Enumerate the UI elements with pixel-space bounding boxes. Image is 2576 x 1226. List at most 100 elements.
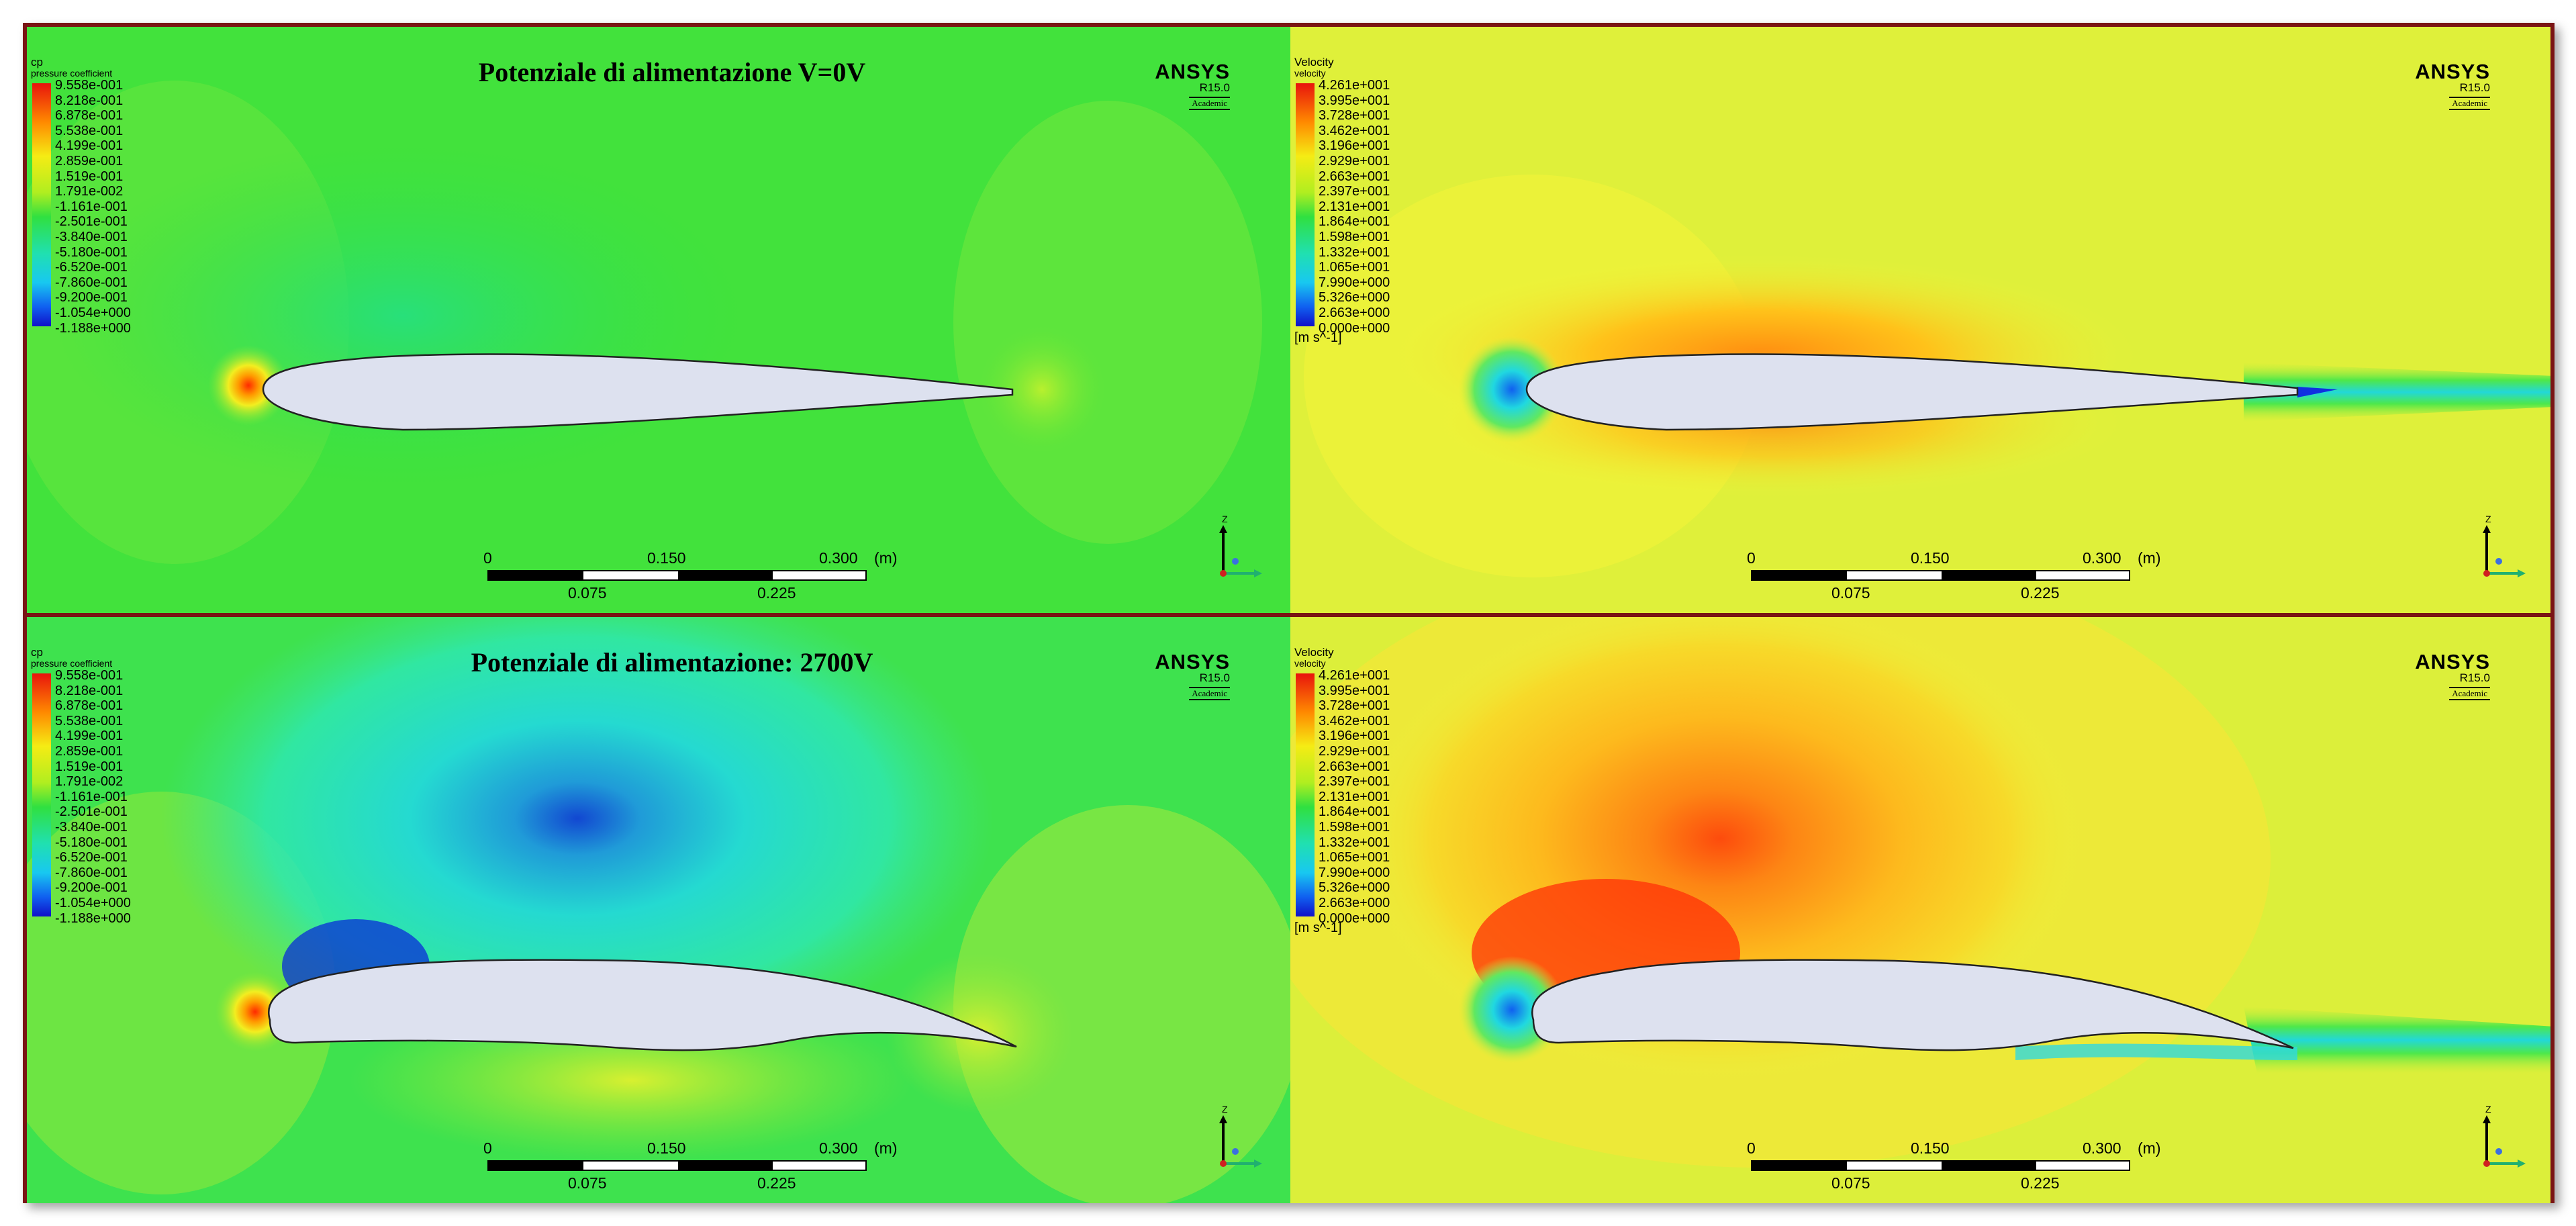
airfoil-shape [1531,959,2294,1051]
scale-bar: 0 0.150 0.300 (m) 0.075 0.225 [483,1139,898,1192]
legend-tick: -1.054e+000 [55,305,131,320]
scale-bar-ruler [487,1160,867,1171]
legend-tick: 1.332e+001 [1319,244,1390,260]
legend-tick: 1.864e+001 [1319,214,1390,230]
ansys-logo: ANSYS R15.0 Academic [1155,61,1230,110]
legend-tick: -9.200e-001 [55,290,128,305]
legend-tick: 5.538e-001 [55,713,124,728]
legend-color-bar [1296,83,1315,326]
scale-bar-ruler [1751,570,2130,581]
legend-subtitle: velocity [1294,68,1326,79]
scale-bar-ruler [487,570,867,581]
legend-tick: 1.864e+001 [1319,804,1390,820]
legend-tick: 4.199e-001 [55,728,124,744]
legend-title: Velocity [1294,646,1334,659]
legend-tick: 2.663e+000 [1319,895,1390,910]
scale-bar-ruler [1751,1160,2130,1171]
legend-tick: -7.860e-001 [55,275,128,290]
legend-tick: -3.840e-001 [55,229,128,244]
pressure-contour-field [27,27,1290,613]
legend-tick: 9.558e-001 [55,668,124,683]
legend-tick: 4.199e-001 [55,138,124,154]
legend-tick: -6.520e-001 [55,260,128,275]
legend-tick: -7.860e-001 [55,865,128,880]
velocity-contour-field [1290,27,2550,613]
legend-tick: 3.196e+001 [1319,138,1390,154]
scale-bar: 0 0.150 0.300 (m) 0.075 0.225 [1747,1139,2161,1192]
legend-tick: 6.878e-001 [55,698,124,714]
legend-tick: 3.462e+001 [1319,713,1390,728]
legend-color-bar [32,83,51,326]
legend-tick: -1.188e+000 [55,320,131,336]
legend-tick: 0.000e+000 [1319,910,1390,926]
legend-subtitle: pressure coefficient [31,658,113,669]
legend-title: cp [31,56,43,68]
svg-text:Z: Z [1222,514,1228,524]
legend-tick: 2.663e+000 [1319,305,1390,320]
panel-velocity-2700v: Velocity velocity 4.261e+001 3.995e+001 … [1290,617,2550,1203]
ansys-logo: ANSYS R15.0 Academic [1155,651,1230,700]
legend-tick: 1.598e+001 [1319,819,1390,835]
legend-title: Velocity [1294,56,1334,68]
legend-subtitle: velocity [1294,658,1326,669]
legend-tick: 2.397e+001 [1319,184,1390,199]
legend-tick: 2.397e+001 [1319,774,1390,790]
legend-tick: 3.196e+001 [1319,728,1390,744]
legend-tick: 8.218e-001 [55,93,124,108]
panel-divider [27,613,2550,617]
legend-tick: 5.326e+000 [1319,290,1390,305]
axis-triad-icon: Z [1219,514,1262,577]
legend-tick: -3.840e-001 [55,819,128,835]
legend-tick: 1.332e+001 [1319,835,1390,850]
legend-tick: 4.261e+001 [1319,668,1390,683]
legend-tick-labels: 4.261e+001 3.995e+001 3.728e+001 3.462e+… [1319,78,1390,336]
axis-triad-icon: Z [2483,514,2526,577]
legend-color-bar [32,673,51,916]
airfoil-shape [268,959,1017,1051]
legend-unit: [m s^-1] [1294,921,1342,935]
legend-tick: 3.728e+001 [1319,698,1390,714]
legend-tick: 5.326e+000 [1319,880,1390,896]
panel-velocity-0v: Velocity velocity 4.261e+001 3.995e+001 … [1290,27,2550,613]
figure-frame: Potenziale di alimentazione V=0V cp pres… [23,23,2555,1203]
legend-tick: 2.663e+001 [1319,169,1390,184]
color-legend: cp pressure coefficient 9.558e-001 8.218… [31,647,131,926]
legend-unit: [m s^-1] [1294,330,1342,345]
legend-tick: 6.878e-001 [55,108,124,124]
scale-bar: 0 0.150 0.300 (m) 0.075 0.225 [1747,549,2161,602]
color-legend: Velocity velocity 4.261e+001 3.995e+001 … [1294,646,1390,936]
color-legend: cp pressure coefficient 9.558e-001 8.218… [31,56,131,336]
legend-tick: 2.929e+001 [1319,743,1390,759]
legend-color-bar [1296,673,1315,916]
legend-tick: -5.180e-001 [55,835,128,850]
scale-bar: 0 0.150 0.300 (m) 0.075 0.225 [483,549,898,602]
pressure-contour-field [27,617,1290,1203]
axis-triad-icon: Z [1219,1104,1262,1168]
panel-pressure-0v: Potenziale di alimentazione V=0V cp pres… [27,27,1290,613]
legend-tick-labels: 9.558e-001 8.218e-001 6.878e-001 5.538e-… [55,668,131,926]
legend-tick: -2.501e-001 [55,804,128,820]
legend-tick: 4.261e+001 [1319,78,1390,93]
svg-text:Z: Z [2485,514,2491,524]
legend-tick: 3.995e+001 [1319,683,1390,698]
svg-text:Z: Z [1222,1104,1228,1115]
legend-tick: 3.995e+001 [1319,93,1390,108]
legend-subtitle: pressure coefficient [31,68,113,79]
legend-tick: -6.520e-001 [55,850,128,865]
panel-pressure-2700v: Potenziale di alimentazione: 2700V cp pr… [27,617,1290,1203]
panel-title: Potenziale di alimentazione V=0V [478,57,866,87]
color-legend: Velocity velocity 4.261e+001 3.995e+001 … [1294,56,1390,346]
legend-tick: 1.065e+001 [1319,260,1390,275]
legend-tick: 1.519e-001 [55,759,124,774]
legend-tick: 7.990e+000 [1319,865,1390,880]
panel-title: Potenziale di alimentazione: 2700V [471,647,873,677]
axis-triad-icon: Z [2483,1104,2526,1168]
ansys-logo: ANSYS R15.0 Academic [2415,651,2490,700]
legend-tick: 2.663e+001 [1319,759,1390,774]
legend-tick: 1.791e-002 [55,774,124,790]
airfoil-shape [1525,353,2299,431]
ansys-logo: ANSYS R15.0 Academic [2415,61,2490,110]
airfoil-shape [262,353,1014,431]
legend-tick: -1.054e+000 [55,895,131,910]
legend-tick: 5.538e-001 [55,123,124,138]
